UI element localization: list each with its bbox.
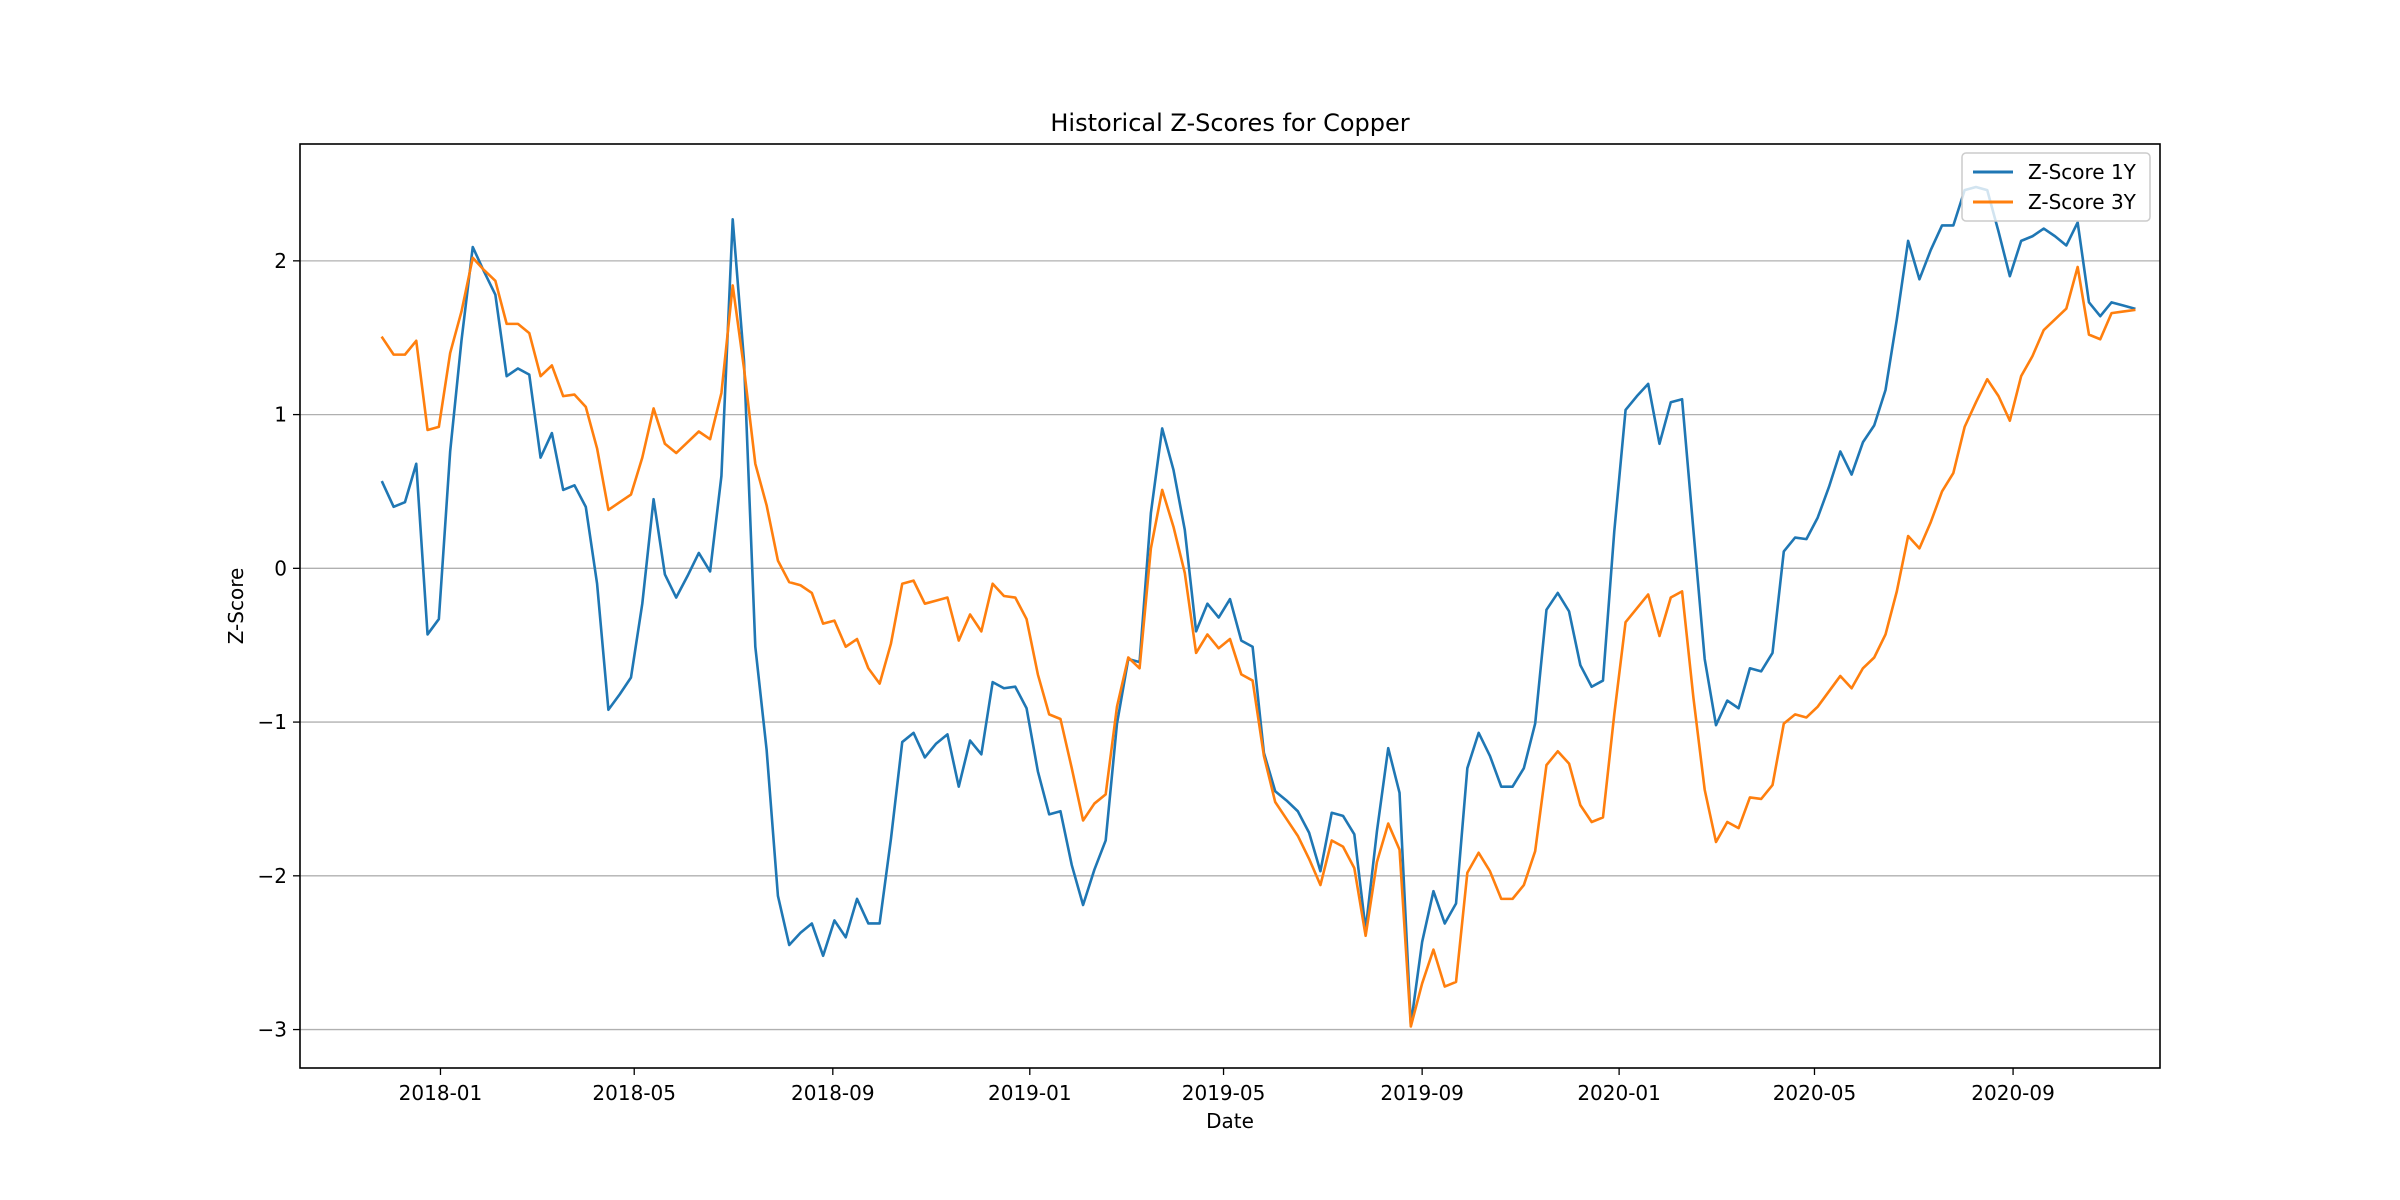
series-line-z-score-1y [380, 185, 2136, 1027]
y-tick-label: 1 [274, 403, 287, 427]
series-line-z-score-3y [380, 256, 2136, 1028]
x-tick-label: 2019-09 [1380, 1081, 1464, 1105]
series-lines [380, 185, 2136, 1028]
legend-label-z-score-1y: Z-Score 1Y [2028, 160, 2137, 184]
y-tick-label: 2 [274, 249, 287, 273]
y-tick-label: −2 [258, 864, 287, 888]
grid [300, 260, 2160, 1031]
legend: Z-Score 1Y Z-Score 3Y [1961, 152, 2151, 222]
x-tick-label: 2020-01 [1577, 1081, 1661, 1105]
x-tick-label: 2019-01 [988, 1081, 1072, 1105]
x-tick-label: 2018-09 [791, 1081, 875, 1105]
legend-box [1961, 152, 2151, 222]
x-tick-label: 2018-05 [592, 1081, 676, 1105]
x-axis: 2018-01 2018-05 2018-09 2019-01 2019-05 2019-… [399, 1068, 2055, 1105]
plot-frame [299, 143, 2161, 1069]
y-axis-label: Z-Score [224, 568, 248, 645]
x-tick-label: 2019-05 [1182, 1081, 1266, 1105]
y-tick-label: 0 [274, 556, 287, 580]
y-tick-label: −1 [258, 710, 287, 734]
x-tick-label: 2018-01 [399, 1081, 483, 1105]
y-axis: 2 1 0 −1 −2 −3 [258, 249, 300, 1042]
x-axis-label: Date [1206, 1109, 1254, 1133]
legend-label-z-score-3y: Z-Score 3Y [2028, 190, 2137, 214]
chart-title: Historical Z-Scores for Copper [1050, 109, 1409, 137]
x-tick-label: 2020-05 [1773, 1081, 1857, 1105]
y-tick-label: −3 [258, 1018, 287, 1042]
x-tick-label: 2020-09 [1971, 1081, 2055, 1105]
